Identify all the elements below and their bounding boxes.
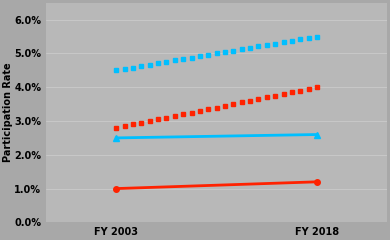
Y-axis label: Participation Rate: Participation Rate (3, 63, 13, 162)
